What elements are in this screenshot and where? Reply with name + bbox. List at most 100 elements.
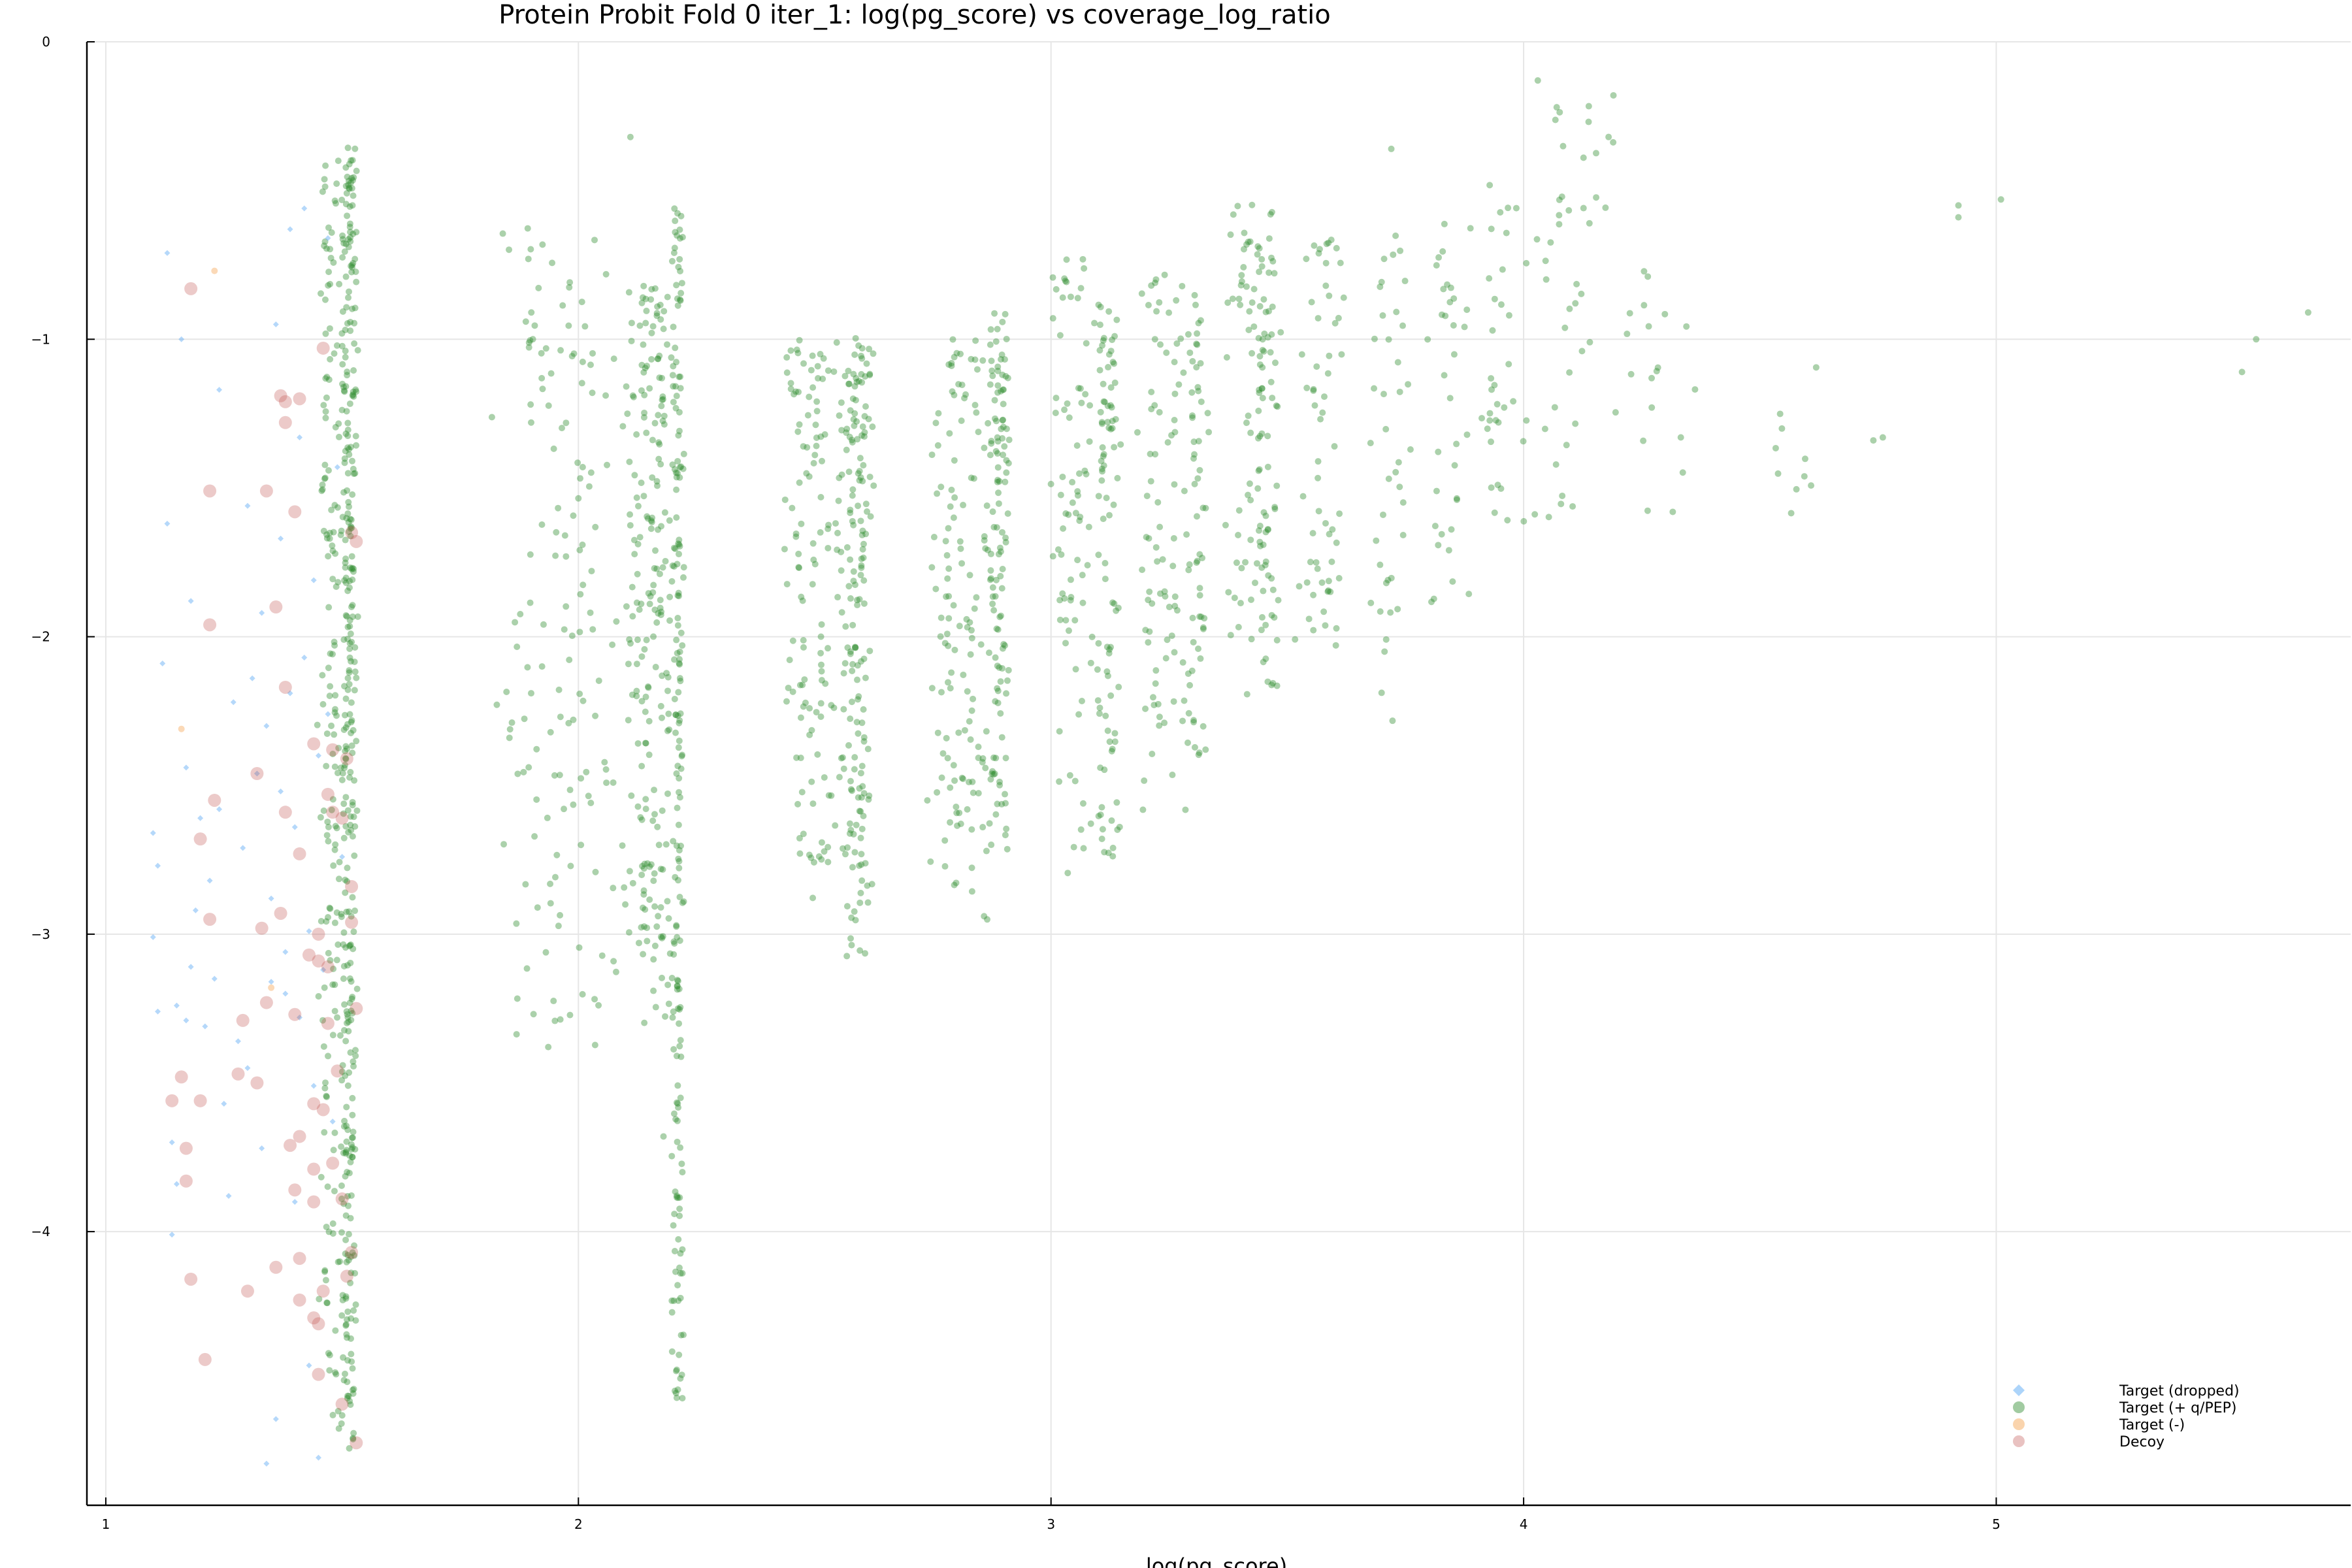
data-point	[673, 1194, 680, 1201]
data-point	[670, 1110, 678, 1117]
data-point	[1047, 480, 1054, 487]
data-point	[1109, 336, 1116, 344]
data-point	[835, 497, 842, 504]
data-point	[293, 1293, 306, 1307]
data-point	[1081, 467, 1088, 474]
data-point	[347, 1401, 354, 1409]
data-point	[323, 245, 330, 252]
data-point	[653, 312, 661, 319]
data-point	[1624, 331, 1631, 338]
data-point	[321, 1268, 329, 1275]
data-point	[1311, 242, 1318, 249]
data-point	[997, 678, 1004, 685]
data-point	[665, 1000, 672, 1007]
data-point	[808, 855, 815, 862]
data-point	[557, 347, 564, 354]
data-point	[680, 898, 687, 905]
data-point	[278, 806, 292, 819]
data-point	[333, 825, 340, 832]
data-point	[643, 307, 650, 314]
data-point	[344, 807, 351, 814]
data-point	[1071, 777, 1079, 785]
data-point	[856, 808, 863, 815]
data-point	[672, 344, 679, 351]
data-point	[580, 581, 587, 589]
data-point	[810, 556, 817, 563]
data-point	[576, 547, 583, 554]
data-point	[349, 613, 356, 620]
data-point	[1002, 310, 1009, 318]
data-point	[1541, 425, 1548, 433]
data-point	[1558, 500, 1565, 508]
data-point	[350, 1128, 357, 1135]
data-point	[981, 444, 988, 451]
data-point	[346, 1397, 353, 1405]
data-point	[1303, 384, 1311, 391]
data-point	[350, 259, 357, 267]
data-point	[346, 203, 353, 210]
data-point	[348, 1141, 355, 1148]
data-point	[335, 941, 342, 948]
data-point	[848, 698, 855, 706]
data-point	[857, 834, 864, 841]
data-point	[998, 425, 1005, 433]
data-point	[639, 862, 646, 870]
data-point	[857, 658, 864, 665]
data-point	[341, 459, 348, 466]
data-point	[851, 644, 858, 651]
data-point	[341, 764, 348, 772]
data-point	[349, 392, 356, 399]
data-point	[352, 1053, 359, 1060]
data-point	[346, 288, 353, 295]
data-point	[1645, 323, 1652, 330]
data-point	[968, 826, 975, 833]
data-point	[307, 1311, 321, 1325]
data-point	[670, 544, 678, 551]
data-point	[855, 794, 862, 801]
data-point	[1198, 613, 1205, 621]
data-point	[675, 1104, 682, 1111]
data-point	[329, 1032, 336, 1039]
data-point	[674, 649, 681, 657]
data-point	[1197, 360, 1204, 367]
data-point	[1523, 259, 1530, 267]
data-point	[527, 419, 534, 426]
data-point	[857, 770, 864, 777]
data-point	[948, 362, 955, 369]
data-point	[676, 373, 683, 380]
data-point	[993, 524, 1000, 531]
data-point	[327, 254, 335, 261]
data-point	[352, 269, 359, 276]
data-point	[533, 745, 540, 753]
data-point	[658, 523, 665, 530]
data-point	[674, 1138, 681, 1145]
data-point	[343, 1331, 350, 1338]
data-point	[659, 934, 666, 941]
data-point	[817, 529, 824, 536]
data-point	[850, 568, 857, 575]
data-point	[1778, 425, 1786, 432]
data-point	[278, 416, 292, 429]
data-point	[338, 1077, 346, 1084]
data-point	[522, 318, 529, 325]
data-point	[963, 615, 970, 623]
data-point	[675, 1297, 682, 1304]
data-point	[523, 965, 531, 972]
data-point	[673, 1192, 680, 1200]
data-point	[998, 734, 1005, 741]
data-point	[659, 397, 666, 404]
data-point	[951, 391, 958, 399]
data-point	[677, 678, 684, 685]
data-point	[1064, 870, 1071, 877]
data-point	[1305, 615, 1313, 623]
data-point	[1196, 551, 1203, 558]
data-point	[338, 911, 345, 918]
data-point	[849, 492, 856, 499]
data-point	[676, 894, 683, 901]
data-point	[855, 693, 862, 700]
data-point	[638, 698, 645, 705]
data-point	[1068, 594, 1075, 601]
data-point	[1102, 559, 1109, 566]
data-point	[553, 851, 561, 858]
